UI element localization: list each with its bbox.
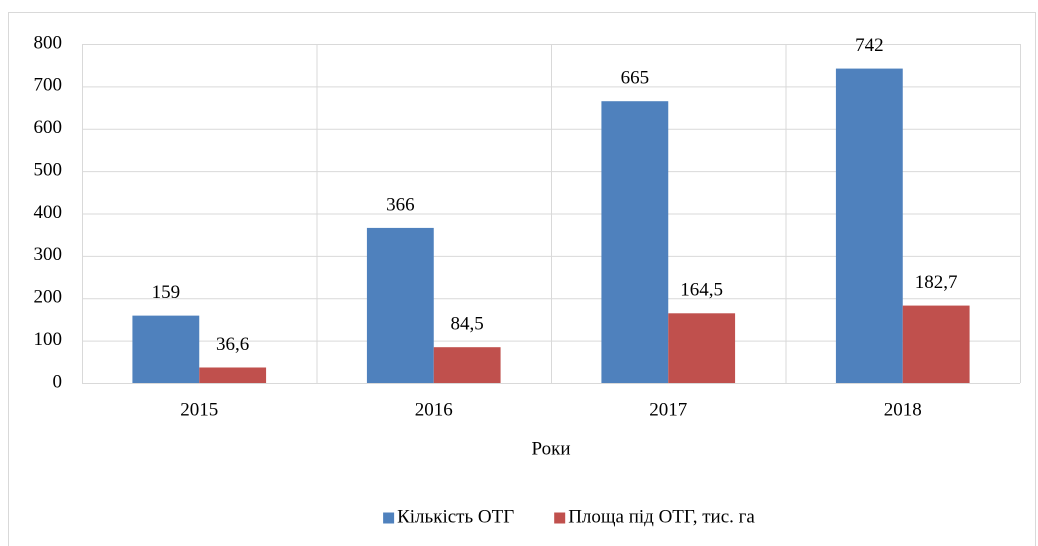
y-tick-label: 200 xyxy=(34,287,63,308)
data-label: 182,7 xyxy=(915,272,958,293)
data-label: 159 xyxy=(152,282,181,303)
legend-label: Площа під ОТГ, тис. га xyxy=(568,506,755,527)
data-label: 36,6 xyxy=(216,334,249,355)
y-tick-label: 500 xyxy=(34,159,63,180)
bar xyxy=(132,315,200,383)
y-tick-label: 800 xyxy=(34,32,63,53)
x-tick-label: 2018 xyxy=(884,399,922,420)
legend-label: Кількість ОТГ xyxy=(397,506,514,527)
bar xyxy=(835,68,903,383)
bar xyxy=(902,305,970,383)
data-label: 84,5 xyxy=(451,314,484,335)
data-label: 164,5 xyxy=(680,280,723,301)
x-tick-label: 2016 xyxy=(415,399,453,420)
y-tick-label: 100 xyxy=(34,329,63,350)
y-tick-label: 600 xyxy=(34,117,63,138)
bar xyxy=(366,227,434,383)
legend-swatch xyxy=(383,512,395,524)
data-label: 366 xyxy=(386,194,415,215)
data-label: 665 xyxy=(621,68,650,89)
data-label: 742 xyxy=(855,35,884,56)
y-tick-label: 700 xyxy=(34,75,63,96)
y-tick-label: 400 xyxy=(34,202,63,223)
bar xyxy=(601,101,669,384)
x-tick-label: 2015 xyxy=(180,399,218,420)
legend-swatch xyxy=(554,512,566,524)
x-axis-label: Роки xyxy=(532,438,571,459)
bar xyxy=(433,347,501,383)
y-tick-label: 0 xyxy=(53,371,63,392)
bar xyxy=(668,313,736,383)
x-tick-label: 2017 xyxy=(649,399,687,420)
bar xyxy=(199,367,267,383)
y-tick-label: 300 xyxy=(34,244,63,265)
